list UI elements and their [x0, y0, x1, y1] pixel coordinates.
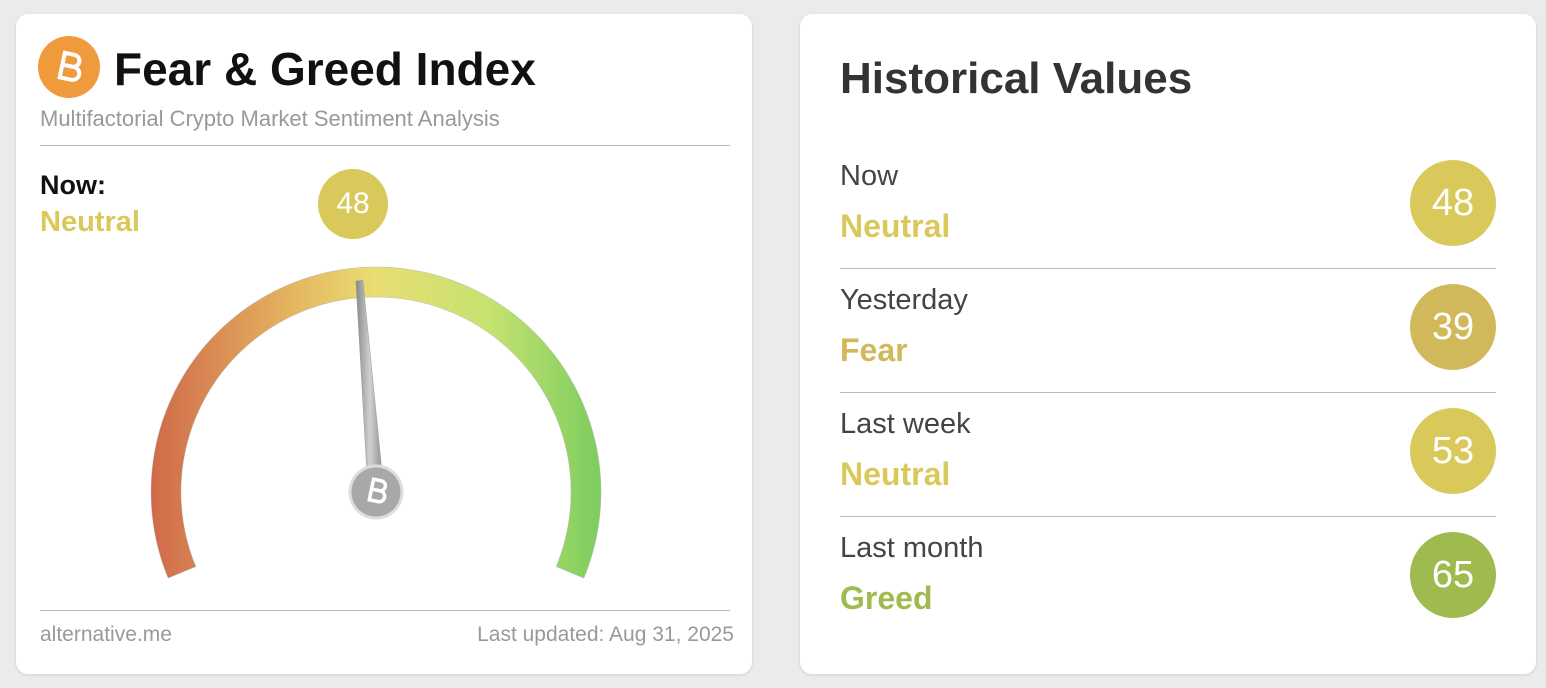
subtitle: Multifactorial Crypto Market Sentiment A…: [40, 106, 500, 131]
history-row: Now Neutral 48: [840, 160, 1496, 284]
title: Fear & Greed Index: [114, 43, 536, 95]
history-row: Yesterday Fear 39: [840, 284, 1496, 408]
row-divider: [840, 516, 1496, 517]
row-classification: Fear: [840, 332, 908, 368]
history-row: Last month Greed 65: [840, 532, 1496, 656]
gauge: [150, 266, 602, 579]
needle-hub: [348, 464, 404, 520]
bitcoin-logo: [38, 36, 100, 98]
value-bubble: 48: [318, 169, 388, 239]
source: alternative.me: [40, 623, 172, 646]
hub-icon: [367, 477, 388, 504]
now-classification: Neutral: [40, 206, 140, 238]
row-label: Last month: [840, 532, 984, 564]
historical-card: Historical Values Now Neutral 48 Yesterday F…: [800, 14, 1536, 674]
needle: [355, 280, 385, 493]
divider: [40, 610, 730, 611]
row-label: Yesterday: [840, 284, 968, 316]
row-value: 39: [1410, 284, 1496, 370]
gauge-card: Fear & Greed Index Multifactorial Crypto…: [16, 14, 752, 674]
divider: [40, 145, 730, 146]
now-label: Now:: [40, 170, 106, 200]
row-divider: [840, 268, 1496, 269]
historical-title: Historical Values: [840, 54, 1193, 103]
row-label: Now: [840, 160, 899, 192]
history-row: Last week Neutral 53: [840, 408, 1496, 532]
last-updated: Last updated: Aug 31, 2025: [477, 623, 734, 646]
row-divider: [840, 392, 1496, 393]
row-label: Last week: [840, 408, 971, 440]
row-classification: Greed: [840, 580, 933, 616]
row-value: 65: [1410, 532, 1496, 618]
row-value: 48: [1410, 160, 1496, 246]
gauge-arc: [150, 266, 602, 579]
row-value: 53: [1410, 408, 1496, 494]
row-classification: Neutral: [840, 208, 951, 244]
row-classification: Neutral: [840, 456, 951, 492]
